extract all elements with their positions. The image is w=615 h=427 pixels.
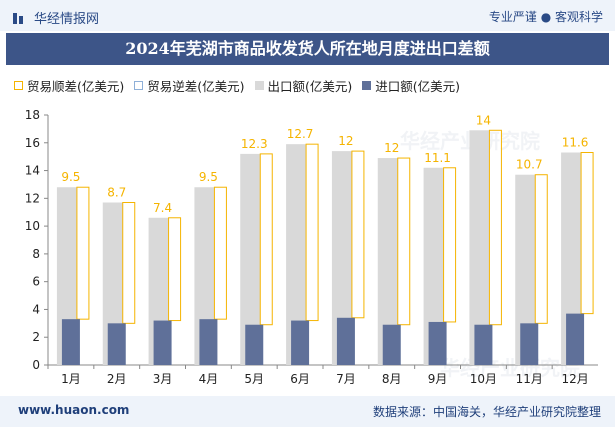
legend: 贸易顺差(亿美元) 贸易逆差(亿美元) 出口额(亿美元) 进口额(亿美元) (14, 76, 470, 95)
import-bar (520, 323, 539, 365)
legend-swatch-import (362, 81, 372, 90)
legend-item-export: 出口额(亿美元) (254, 76, 353, 95)
chart-title: 2024年芜湖市商品收发货人所在地月度进出口差额 (125, 39, 490, 58)
y-tick-label: 6 (32, 275, 40, 289)
legend-label-deficit: 贸易逆差(亿美元) (147, 79, 245, 94)
surplus-bar (534, 174, 548, 324)
x-tick-label: 11月 (516, 372, 543, 386)
x-tick-label: 1月 (61, 372, 81, 386)
legend-label-import: 进口额(亿美元) (375, 79, 461, 94)
legend-swatch-surplus (14, 81, 23, 90)
surplus-bar (351, 150, 365, 319)
surplus-bar (259, 153, 273, 326)
surplus-bar (488, 129, 502, 326)
legend-item-deficit: 贸易逆差(亿美元) (134, 76, 245, 95)
y-tick-label: 2 (32, 330, 40, 344)
tagline: 专业严谨 ● 客观科学 (488, 10, 603, 24)
import-bar (291, 320, 310, 365)
surplus-data-label: 10.7 (516, 158, 543, 172)
x-tick-label: 10月 (470, 372, 497, 386)
legend-label-surplus: 贸易顺差(亿美元) (27, 79, 125, 94)
surplus-data-label: 14 (476, 113, 491, 127)
surplus-data-label: 11.6 (562, 136, 589, 150)
surplus-bar (305, 143, 319, 322)
export-bar (423, 167, 444, 365)
title-bar: 2024年芜湖市商品收发货人所在地月度进出口差额 (6, 33, 609, 65)
surplus-data-label: 7.4 (153, 201, 172, 215)
x-tick-label: 4月 (199, 372, 219, 386)
brand: 华经情报网 (12, 8, 99, 27)
import-bar (336, 317, 355, 365)
bar-chart: 0 2 4 6 8 10 12 14 16 18 1月 9.5 2月 8.7 3月 7.4 4月 9.5 5月 12.… (25, 108, 598, 386)
data-source: 数据来源：中国海关，华经产业研究院整理 (372, 405, 601, 419)
surplus-bar (580, 152, 594, 315)
x-tick-label: 8月 (382, 372, 402, 386)
x-tick-label: 9月 (428, 372, 448, 386)
x-tick-label: 5月 (244, 372, 264, 386)
brand-name: 华经情报网 (34, 12, 100, 27)
surplus-data-label: 12 (384, 141, 399, 155)
import-bar (153, 320, 172, 365)
export-bar (469, 130, 490, 365)
y-tick-label: 8 (32, 247, 40, 261)
y-tick-label: 10 (25, 219, 40, 233)
surplus-bar (443, 167, 457, 323)
x-tick-label: 12月 (561, 372, 588, 386)
legend-swatch-export (254, 81, 264, 90)
surplus-data-label: 12 (338, 134, 353, 148)
legend-item-surplus: 贸易顺差(亿美元) (14, 76, 124, 95)
export-bar (515, 174, 536, 365)
surplus-bar (122, 202, 136, 324)
y-tick-label: 14 (25, 164, 40, 178)
surplus-data-label: 12.3 (241, 137, 268, 151)
footer: www.huaon.com 数据来源：中国海关，华经产业研究院整理 (0, 396, 615, 427)
import-bar (566, 313, 585, 365)
import-bar (245, 324, 264, 365)
brand-logo-icon (13, 12, 23, 24)
surplus-data-label: 9.5 (61, 170, 80, 184)
surplus-data-label: 11.1 (424, 151, 451, 165)
legend-label-export: 出口额(亿美元) (267, 79, 353, 94)
surplus-data-label: 12.7 (287, 127, 314, 141)
import-bar (199, 319, 218, 365)
x-tick-label: 7月 (336, 372, 356, 386)
surplus-data-label: 8.7 (107, 186, 126, 200)
x-tick-label: 3月 (153, 372, 173, 386)
export-bar (240, 153, 261, 365)
y-tick-label: 18 (25, 108, 40, 122)
export-bar (561, 152, 582, 365)
import-bar (107, 323, 126, 365)
site-url: www.huaon.com (18, 403, 130, 417)
legend-swatch-deficit (134, 81, 144, 90)
y-tick-label: 4 (32, 302, 40, 316)
import-bar (382, 324, 401, 365)
legend-item-import: 进口额(亿美元) (362, 76, 460, 95)
y-tick-label: 12 (25, 191, 40, 205)
export-bar (331, 151, 352, 365)
export-bar (377, 158, 398, 365)
top-banner: 华经情报网 专业严谨 ● 客观科学 (0, 0, 615, 31)
import-bar (61, 319, 80, 365)
surplus-bar (213, 186, 227, 320)
surplus-bar (168, 217, 182, 322)
export-bar (286, 144, 307, 365)
y-tick-label: 16 (25, 136, 40, 150)
surplus-bar (397, 157, 411, 326)
y-tick-label: 0 (32, 358, 40, 372)
import-bar (474, 324, 493, 365)
surplus-data-label: 9.5 (199, 170, 218, 184)
surplus-bar (76, 186, 90, 320)
import-bar (428, 321, 447, 365)
x-tick-label: 2月 (107, 372, 127, 386)
x-tick-label: 6月 (290, 372, 310, 386)
